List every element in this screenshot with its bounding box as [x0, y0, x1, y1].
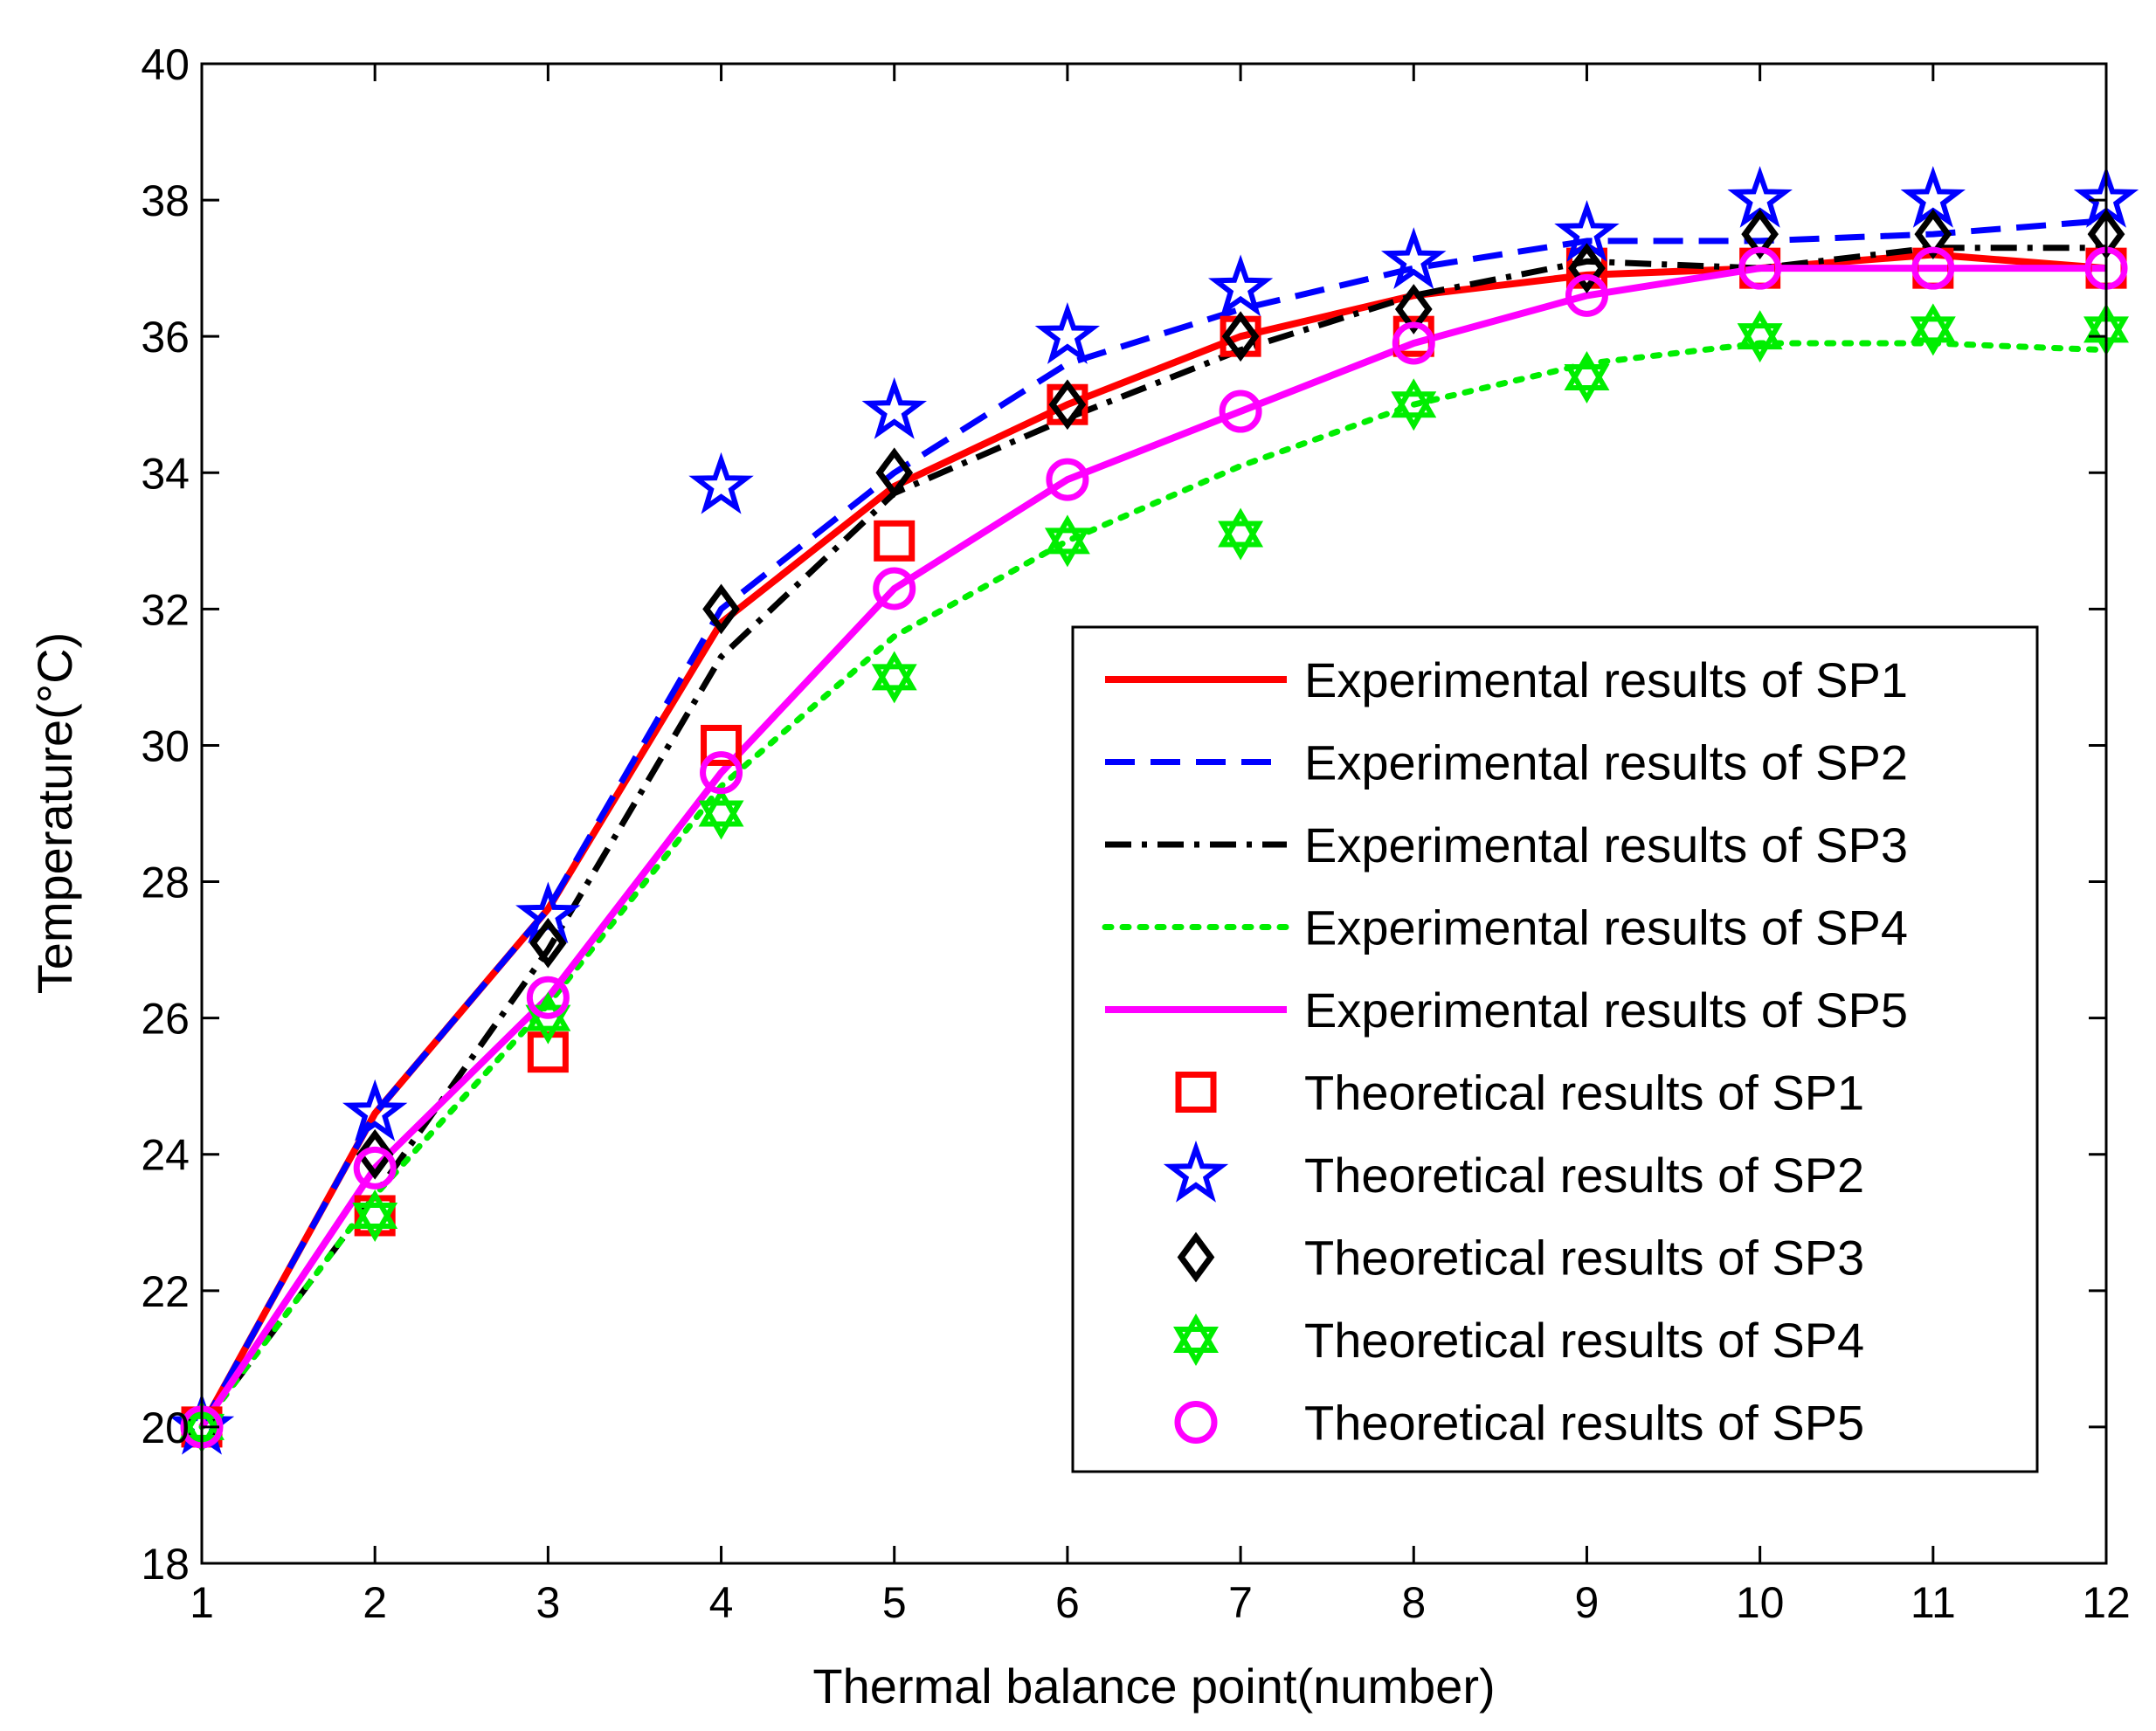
x-tick-label-8: 8	[1401, 1578, 1426, 1627]
series-theoretical-results-of-sp4-point-7	[1218, 507, 1264, 561]
x-tick-label-3: 3	[536, 1578, 560, 1627]
series-theoretical-results-of-sp3-point-4	[702, 583, 740, 635]
series-theoretical-results-of-sp5-point-6	[1046, 458, 1089, 501]
x-axis-label: Thermal balance point(number)	[812, 1659, 1495, 1714]
series-theoretical-results-of-sp3-point-7	[1221, 311, 1260, 362]
series-theoretical-results-of-sp4-point-9	[1564, 351, 1610, 404]
legend-entry-theoretical-results-of-sp4-label: Theoretical results of SP4	[1304, 1313, 1864, 1368]
x-tick-label-6: 6	[1055, 1578, 1080, 1627]
y-tick-label-36: 36	[141, 313, 190, 362]
legend-entry-theoretical-results-of-sp4-swatch	[1173, 1313, 1219, 1367]
legend: Experimental results of SP1 Experimental …	[1071, 625, 2039, 1473]
series-experimental-results-of-sp5-line	[198, 265, 2106, 1430]
series-theoretical-results-of-sp1-point-5	[874, 520, 916, 562]
y-tick-label-40: 40	[141, 40, 190, 89]
legend-entry-theoretical-results-of-sp2-label: Theoretical results of SP2	[1304, 1148, 1864, 1203]
x-tick-label-9: 9	[1575, 1578, 1600, 1627]
series-theoretical-results-of-sp4-point-10	[1737, 310, 1783, 363]
series-theoretical-results-of-sp4-point-5	[871, 651, 917, 704]
series-theoretical-results-of-sp5-point-8	[1392, 321, 1435, 365]
series-theoretical-results-of-sp4-point-2	[352, 1189, 398, 1242]
series-theoretical-results-of-sp4-point-6	[1044, 514, 1090, 568]
legend-entry-theoretical-results-of-sp1-label: Theoretical results of SP1	[1304, 1065, 1864, 1121]
legend-entry-theoretical-results-of-sp2-swatch	[1163, 1140, 1229, 1203]
series-theoretical-results-of-sp3-point-6	[1048, 379, 1087, 431]
x-tick-label-1: 1	[190, 1578, 214, 1627]
y-tick-label-22: 22	[141, 1267, 190, 1316]
legend-entry-experimental-results-of-sp1: Experimental results of SP1	[1105, 652, 1908, 707]
series-experimental-results-of-sp5	[198, 265, 2106, 1430]
legend-entry-experimental-results-of-sp3-label: Experimental results of SP3	[1304, 817, 1908, 872]
legend-entry-experimental-results-of-sp5-label: Experimental results of SP5	[1304, 983, 1908, 1038]
series-theoretical-results-of-sp5-point-7	[1219, 390, 1262, 433]
series-theoretical-results-of-sp2-point-4	[688, 452, 754, 514]
y-tick-label-32: 32	[141, 585, 190, 634]
x-tick-label-5: 5	[882, 1578, 907, 1627]
x-tick-label-2: 2	[363, 1578, 387, 1627]
series-theoretical-results-of-sp2-point-6	[1034, 302, 1101, 364]
legend-entry-theoretical-results-of-sp5-label: Theoretical results of SP5	[1304, 1396, 1864, 1451]
series-theoretical-results-of-sp3-point-9	[1568, 243, 1606, 294]
legend-entry-experimental-results-of-sp2-label: Experimental results of SP2	[1304, 735, 1908, 790]
x-tick-label-12: 12	[2082, 1578, 2131, 1627]
series-theoretical-results-of-sp5-point-10	[1738, 246, 1782, 290]
series-theoretical-results-of-sp2-point-7	[1207, 254, 1274, 317]
y-axis-label: Temperature(°C)	[27, 632, 82, 995]
y-tick-label-20: 20	[141, 1403, 190, 1452]
x-tick-label-4: 4	[709, 1578, 734, 1627]
series-theoretical-results-of-sp3-point-2	[356, 1128, 394, 1180]
legend-entry-theoretical-results-of-sp5-swatch	[1174, 1401, 1218, 1444]
series-experimental-results-of-sp4-line	[198, 340, 2110, 1431]
y-tick-label-24: 24	[141, 1131, 190, 1180]
series-theoretical-results-of-sp2-point-8	[1380, 227, 1447, 290]
legend-entry-theoretical-results-of-sp4: Theoretical results of SP4	[1173, 1313, 1864, 1368]
y-tick-label-28: 28	[141, 859, 190, 907]
legend-entry-theoretical-results-of-sp3: Theoretical results of SP3	[1177, 1231, 1864, 1286]
x-tick-label-11: 11	[1911, 1578, 1956, 1627]
series-theoretical-results-of-sp4-point-4	[698, 787, 744, 840]
series-theoretical-results-of-sp4-point-11	[1910, 303, 1956, 356]
y-tick-label-38: 38	[141, 176, 190, 225]
legend-entry-experimental-results-of-sp4: Experimental results of SP4	[1102, 900, 1908, 955]
series-theoretical-results-of-sp3-point-10	[1741, 209, 1779, 260]
legend-entry-experimental-results-of-sp1-label: Experimental results of SP1	[1304, 652, 1908, 707]
series-theoretical-results-of-sp5-point-11	[1911, 246, 1955, 290]
legend-entry-experimental-results-of-sp2: Experimental results of SP2	[1105, 735, 1908, 790]
series-theoretical-results-of-sp3-point-11	[1914, 209, 1952, 260]
y-tick-label-34: 34	[141, 449, 190, 498]
legend-entry-theoretical-results-of-sp3-swatch	[1177, 1231, 1215, 1283]
x-tick-label-7: 7	[1228, 1578, 1253, 1627]
x-tick-label-10: 10	[1736, 1578, 1785, 1627]
y-tick-label-18: 18	[141, 1540, 190, 1589]
legend-box	[1071, 625, 2039, 1473]
series-theoretical-results-of-sp5-point-4	[700, 751, 743, 795]
series-theoretical-results-of-sp3-point-8	[1394, 284, 1433, 334]
legend-entry-experimental-results-of-sp3: Experimental results of SP3	[1105, 817, 1908, 872]
series-theoretical-results-of-sp5-point-5	[873, 567, 916, 610]
legend-entry-theoretical-results-of-sp1: Theoretical results of SP1	[1175, 1065, 1864, 1121]
series-theoretical-results-of-sp3-point-5	[875, 447, 914, 499]
series-theoretical-results-of-sp5-point-9	[1565, 273, 1608, 317]
series-theoretical-results-of-sp3-point-3	[529, 917, 567, 969]
series-theoretical-results-of-sp5-point-3	[526, 976, 570, 1019]
legend-entry-experimental-results-of-sp4-label: Experimental results of SP4	[1304, 900, 1908, 955]
y-tick-label-30: 30	[141, 721, 190, 770]
series-theoretical-results-of-sp2-point-5	[861, 376, 928, 439]
legend-entry-theoretical-results-of-sp2: Theoretical results of SP2	[1163, 1140, 1864, 1203]
legend-entry-experimental-results-of-sp5: Experimental results of SP5	[1105, 983, 1908, 1038]
plot-area-frame	[200, 62, 2108, 1565]
y-tick-label-26: 26	[141, 995, 190, 1044]
series-experimental-results-of-sp4	[198, 340, 2110, 1431]
series-theoretical-results-of-sp5-point-2	[353, 1146, 397, 1190]
series-theoretical-results-of-sp2-point-2	[342, 1079, 408, 1141]
series-theoretical-results-of-sp4-point-8	[1391, 378, 1437, 431]
legend-entry-theoretical-results-of-sp1-swatch	[1175, 1072, 1217, 1113]
legend-entry-theoretical-results-of-sp5: Theoretical results of SP5	[1174, 1396, 1864, 1451]
series-theoretical-results-of-sp1-point-4	[701, 724, 743, 766]
legend-entry-theoretical-results-of-sp3-label: Theoretical results of SP3	[1304, 1231, 1864, 1286]
